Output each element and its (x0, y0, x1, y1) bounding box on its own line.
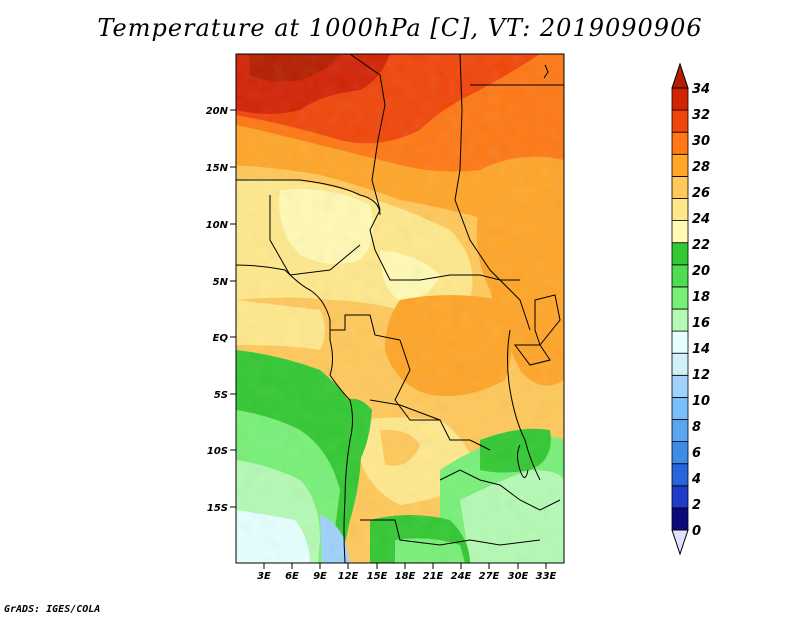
colorbar-label: 6 (692, 446, 701, 461)
colorbar-label: 32 (692, 108, 710, 123)
lat-tick: EQ (213, 333, 236, 344)
lat-tick: 5N (213, 277, 236, 288)
colorbar-label: 16 (692, 316, 710, 331)
colorbar-label: 22 (692, 238, 710, 253)
colorbar-swatch (671, 131, 689, 155)
colorbar-label: 14 (692, 342, 710, 357)
colorbar-swatch (671, 396, 689, 420)
lon-tick: 30E (508, 563, 529, 582)
lon-label-33e: 33E (536, 571, 557, 582)
lon-tick: 24E (451, 563, 472, 582)
lat-label-20n: 20N (206, 106, 229, 117)
lon-label-6e: 6E (285, 571, 299, 582)
lon-label-18e: 18E (395, 571, 416, 582)
lon-label-27e: 27E (479, 571, 500, 582)
colorbar-label: 4 (691, 472, 701, 487)
colorbar-label: 10 (692, 394, 710, 409)
longitude-axis: 3E 6E 9E 12E 15E 18E 21E 24E 27E 30E 33E (257, 563, 557, 582)
lon-tick: 27E (479, 563, 500, 582)
colorbar-label: 2 (692, 498, 701, 513)
lat-tick: 5S (214, 390, 236, 401)
lon-tick: 15E (367, 563, 388, 582)
colorbar-label: 20 (692, 264, 710, 279)
colorbar-label: 0 (692, 524, 701, 539)
colorbar-swatch (671, 374, 689, 398)
colorbar-label: 26 (692, 186, 710, 201)
colorbar-swatch (671, 153, 689, 177)
colorbar-max-arrow (671, 62, 689, 89)
colorbar-label: 30 (692, 134, 710, 149)
colorbar-label: 28 (692, 160, 710, 175)
colorbar-label: 8 (692, 420, 701, 435)
lon-tick: 21E (423, 563, 444, 582)
colorbar-swatch (671, 87, 689, 111)
lon-label-9e: 9E (313, 571, 327, 582)
colorbar-swatch (671, 485, 689, 509)
lat-tick: 10S (207, 446, 236, 457)
lat-label-15n: 15N (206, 163, 229, 174)
lon-tick: 12E (338, 563, 359, 582)
lat-label-eq: EQ (213, 333, 229, 344)
lat-label-5n: 5N (213, 277, 229, 288)
temperature-field (236, 54, 564, 563)
map-frame (235, 53, 565, 564)
lat-label-10s: 10S (207, 446, 228, 457)
colorbar-swatch (671, 330, 689, 354)
lat-tick: 20N (206, 106, 236, 117)
lon-tick: 33E (536, 563, 557, 582)
colorbar-swatch (671, 352, 689, 376)
lon-tick: 3E (257, 563, 271, 582)
lon-label-12e: 12E (338, 571, 359, 582)
lat-label-15s: 15S (207, 503, 228, 514)
lat-tick: 15N (206, 163, 236, 174)
latitude-axis: 20N 15N 10N 5N EQ 5S 10S 15S (206, 106, 236, 514)
lon-label-24e: 24E (451, 571, 472, 582)
colorbar-swatch (671, 264, 689, 288)
colorbar-swatch (671, 507, 689, 531)
colorbar-swatch (671, 308, 689, 332)
lat-tick: 15S (207, 503, 236, 514)
lon-tick: 9E (313, 563, 327, 582)
lon-label-3e: 3E (257, 571, 271, 582)
colorbar-swatch (671, 220, 689, 244)
colorbar-swatch (671, 441, 689, 465)
colorbar-label: 18 (692, 290, 710, 305)
colorbar-swatch (671, 463, 689, 487)
colorbar-label: 24 (692, 212, 710, 227)
map-title: Temperature at 1000hPa [C], VT: 20190909… (97, 14, 703, 42)
lat-tick: 10N (206, 220, 236, 231)
colorbar-swatch (671, 242, 689, 266)
colorbar-label: 12 (692, 368, 710, 383)
colorbar-swatch (671, 109, 689, 133)
lon-tick: 18E (395, 563, 416, 582)
colorbar-swatch (671, 175, 689, 199)
colorbar-swatch (671, 198, 689, 222)
lon-tick: 6E (285, 563, 299, 582)
lat-label-5s: 5S (214, 390, 228, 401)
lat-label-10n: 10N (206, 220, 229, 231)
colorbar-label: 34 (692, 82, 710, 97)
colorbar-min-arrow (671, 529, 689, 556)
lon-label-30e: 30E (508, 571, 529, 582)
colorbar-swatch (671, 286, 689, 310)
country-borders (236, 54, 564, 563)
lon-label-21e: 21E (423, 571, 444, 582)
lon-label-15e: 15E (367, 571, 388, 582)
credit-label: GrADS: IGES/COLA (4, 604, 101, 615)
colorbar-swatch (671, 419, 689, 443)
